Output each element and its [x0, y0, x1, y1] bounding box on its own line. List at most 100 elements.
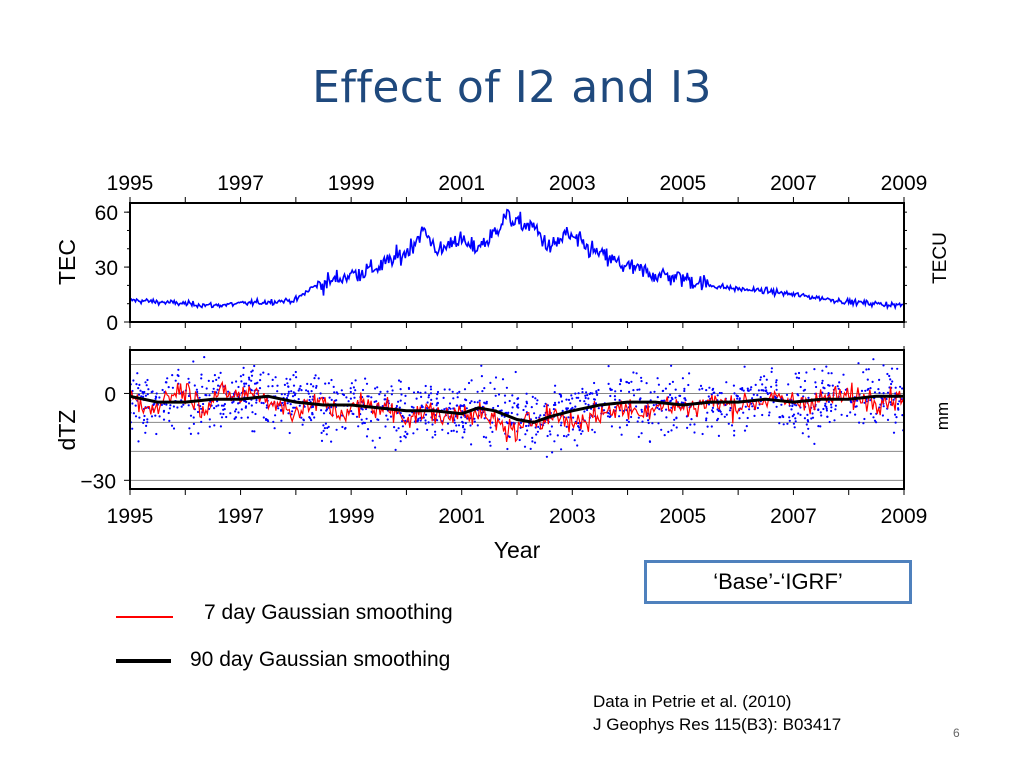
dtz-scatter-point	[399, 380, 402, 383]
dtz-scatter-point	[716, 408, 719, 411]
dtz-scatter-point	[619, 389, 623, 392]
dtz-scatter-point	[463, 388, 467, 391]
dtz-scatter-point	[271, 385, 274, 388]
dtz-scatter-point	[607, 382, 610, 385]
dtz-scatter-point	[404, 394, 407, 397]
dtz-scatter-point	[217, 384, 220, 387]
dtz-scatter-point	[536, 430, 540, 433]
dtz-scatter-point	[586, 408, 589, 412]
dtz-scatter-point	[810, 417, 813, 420]
dtz-scatter-point	[516, 413, 519, 416]
dtz-scatter-point	[742, 411, 745, 414]
dtz-scatter-point	[614, 390, 617, 393]
dtz-scatter-point	[489, 444, 492, 447]
dtz-scatter-point	[807, 396, 810, 399]
dtz-scatter-point	[242, 373, 245, 376]
dtz-scatter-point	[527, 424, 530, 427]
dtz-scatter-point	[306, 382, 309, 385]
dtz-scatter-point	[401, 414, 404, 418]
dtz-scatter-point	[834, 408, 837, 411]
dtz-scatter-point	[551, 451, 554, 454]
dtz-scatter-point	[661, 389, 664, 393]
dtz-scatter-point	[276, 384, 279, 387]
dtz-scatter-point	[286, 394, 289, 397]
dtz-scatter-point	[240, 380, 243, 383]
dtz-scatter-point	[632, 394, 636, 397]
dtz-scatter-point	[333, 391, 336, 394]
dtz-scatter-point	[298, 404, 301, 407]
dtz-scatter-point	[584, 394, 587, 397]
dtz-scatter-point	[824, 402, 827, 405]
dtz-scatter-point	[151, 390, 154, 393]
dtz-scatter-point	[850, 401, 853, 404]
dtz-scatter-point	[567, 398, 571, 401]
dtz-scatter-point	[742, 389, 745, 392]
dtz-scatter-point	[744, 405, 747, 408]
dtz-scatter-point	[587, 397, 590, 400]
dtz-scatter-point	[285, 377, 288, 380]
dtz-scatter-point	[497, 393, 501, 396]
dtz-scatter-point	[217, 376, 220, 379]
dtz-scatter-point	[465, 399, 468, 402]
dtz-scatter-point	[630, 415, 633, 419]
dtz-scatter-point	[250, 379, 253, 382]
dtz-scatter-point	[549, 433, 552, 436]
dtz-scatter-point	[664, 387, 668, 390]
dtz-scatter-point	[277, 407, 280, 410]
dtz-scatter-point	[168, 419, 171, 422]
dtz-scatter-point	[838, 381, 841, 384]
dtz-scatter-point	[580, 432, 583, 435]
dtz-scatter-point	[894, 392, 897, 395]
dtz-scatter-point	[749, 388, 752, 391]
dtz-scatter-point	[635, 372, 638, 375]
dtz-scatter-point	[770, 385, 773, 388]
dtz-scatter-point	[457, 424, 461, 427]
dtz-scatter-point	[775, 381, 778, 384]
dtz-scatter-point	[350, 410, 353, 413]
dtz-scatter-point	[162, 418, 166, 421]
dtz-scatter-point	[272, 420, 275, 423]
dtz-y-tick-label: 0	[104, 383, 116, 406]
dtz-scatter-point	[745, 425, 748, 428]
dtz-scatter-point	[683, 389, 686, 393]
dtz-scatter-point	[399, 436, 402, 439]
dtz-scatter-point	[401, 425, 404, 428]
dtz-scatter-point	[243, 382, 246, 385]
dtz-scatter-point	[237, 385, 240, 389]
dtz-scatter-point	[577, 426, 581, 429]
dtz-scatter-point	[875, 421, 878, 424]
dtz-scatter-point	[871, 380, 874, 383]
dtz-scatter-point	[786, 422, 789, 425]
dtz-scatter-point	[684, 399, 687, 402]
dtz-scatter-point	[353, 396, 356, 399]
dtz-scatter-point	[751, 397, 754, 400]
dtz-scatter-point	[517, 397, 520, 400]
dtz-scatter-point	[732, 384, 736, 387]
dtz-scatter-point	[894, 413, 897, 416]
dtz-scatter-point	[354, 389, 357, 392]
dtz-scatter-point	[560, 400, 564, 403]
dtz-scatter-point	[200, 420, 203, 423]
dtz-scatter-point	[886, 418, 890, 421]
dtz-scatter-point	[320, 431, 323, 434]
dtz-scatter-point	[898, 400, 901, 403]
dtz-scatter-point	[770, 367, 774, 370]
dtz-scatter-point	[716, 417, 720, 420]
dtz-scatter-point	[314, 374, 317, 377]
dtz-scatter-point	[488, 440, 491, 443]
dtz-scatter-point	[897, 407, 900, 410]
dtz-scatter-point	[869, 387, 872, 390]
dtz-scatter-point	[250, 370, 253, 373]
dtz-scatter-point	[341, 425, 344, 429]
dtz-scatter-point	[349, 390, 352, 394]
dtz-scatter-point	[145, 384, 148, 387]
dtz-scatter-point	[455, 424, 458, 427]
dtz-scatter-point	[577, 392, 580, 395]
dtz-x-tick-label: 1995	[107, 505, 154, 528]
dtz-scatter-point	[196, 390, 199, 394]
dtz-scatter-point	[759, 376, 763, 379]
dtz-scatter-point	[420, 406, 424, 409]
tec-x-tick-label: 1997	[217, 172, 264, 195]
dtz-scatter-point	[204, 393, 207, 397]
dtz-scatter-point	[483, 387, 486, 390]
